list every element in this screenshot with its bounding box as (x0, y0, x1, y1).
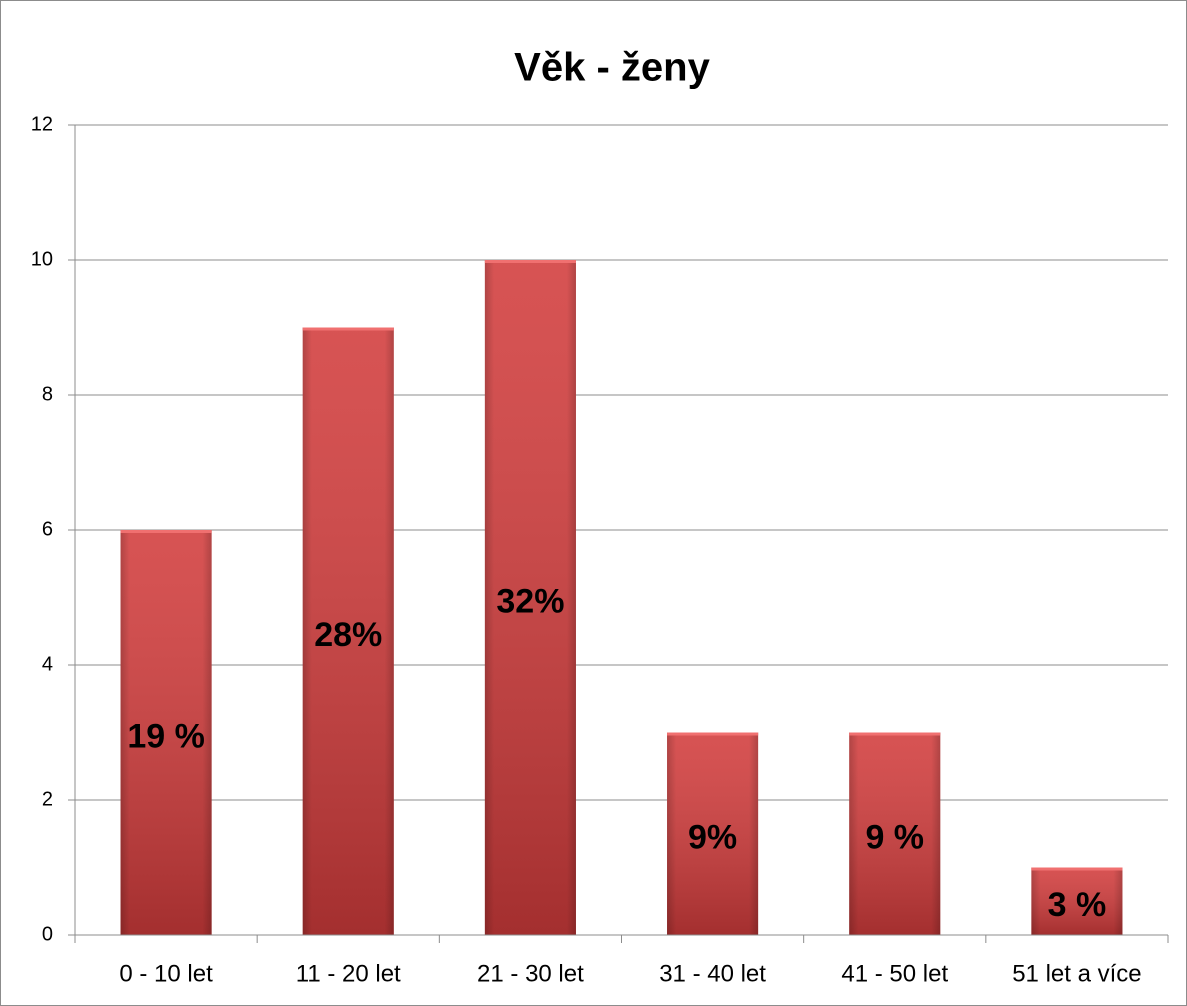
bar-annotation: 28% (314, 616, 382, 654)
bar-side (667, 732, 759, 935)
y-tick-label: 6 (42, 518, 53, 540)
y-tick-label: 12 (31, 113, 53, 135)
bar-cap (484, 260, 576, 263)
y-tick-label: 0 (42, 923, 53, 945)
bar-side (1031, 867, 1123, 935)
bar-cap (302, 327, 394, 331)
bar-side (849, 732, 941, 935)
bar-cap (849, 732, 941, 736)
bar-cap (667, 732, 759, 736)
x-tick-label: 0 - 10 let (119, 960, 213, 987)
bar-annotation: 9 % (865, 819, 924, 857)
x-tick-label: 11 - 20 let (296, 960, 401, 987)
chart-title: Věk - ženy (514, 46, 710, 90)
bar-annotation: 3 % (1048, 886, 1107, 924)
x-tick-label: 31 - 40 let (659, 960, 766, 987)
x-tick-label: 21 - 30 let (477, 960, 584, 987)
x-tick-label: 41 - 50 let (841, 960, 948, 987)
y-tick-label: 4 (42, 653, 53, 675)
bar-annotation: 19 % (127, 717, 205, 755)
bar-cap (120, 530, 212, 533)
y-tick-label: 8 (42, 383, 53, 405)
x-tick-label: 51 let a více (1012, 960, 1141, 987)
bar-side (484, 260, 576, 935)
bar-annotation: 9% (688, 819, 737, 857)
y-tick-label: 2 (42, 788, 53, 810)
bar-annotation: 32% (496, 582, 564, 620)
y-tick-label: 10 (31, 248, 53, 270)
bar-side (120, 530, 212, 935)
bar-side (302, 327, 394, 935)
bar-cap (1031, 867, 1123, 871)
